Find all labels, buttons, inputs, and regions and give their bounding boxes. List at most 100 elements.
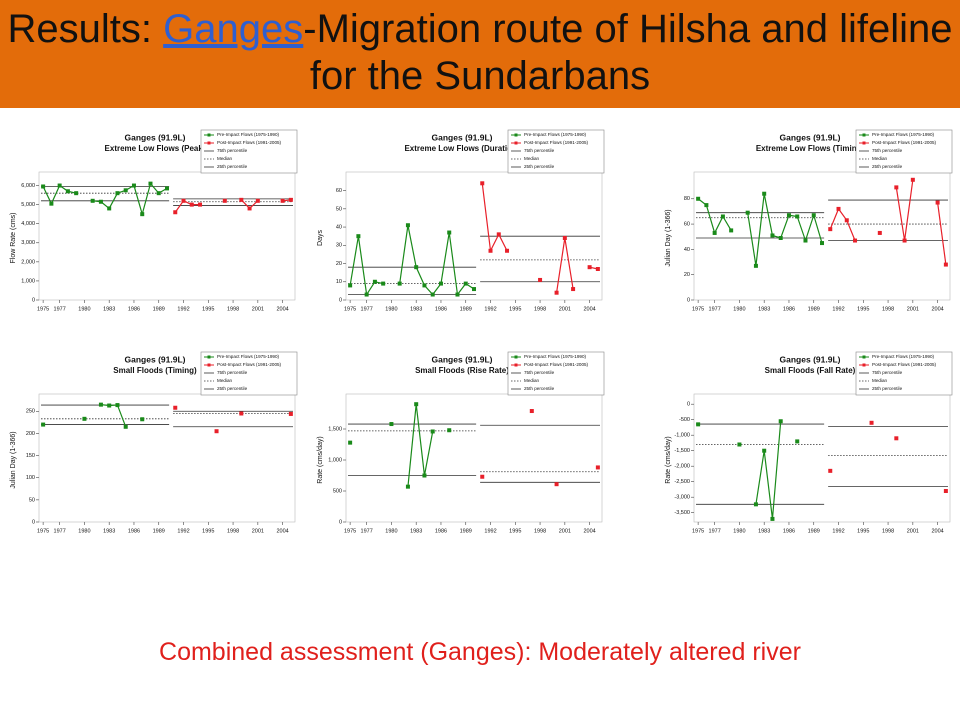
- legend-label: Pre-Impact Flows (1975-1990): [524, 132, 587, 137]
- legend-label: 25th percentile: [524, 386, 555, 391]
- data-point: [422, 473, 427, 478]
- data-point: [173, 210, 178, 215]
- y-axis-label: Rate (cms/day): [317, 436, 324, 483]
- y-tick-label: 4,000: [21, 221, 35, 227]
- chart: Ganges (91.9L) Extreme Low Flows (Timing)…: [665, 129, 953, 312]
- data-point: [414, 265, 419, 270]
- legend-label: Pre-Impact Flows (1975-1990): [217, 354, 280, 359]
- data-point: [853, 238, 858, 243]
- chart: Ganges (91.9L) Extreme Low Flows (Peak) Fl…: [10, 129, 298, 312]
- legend-label: Median: [217, 378, 233, 383]
- plot-frame: [345, 393, 603, 523]
- legend-box: [855, 351, 953, 396]
- y-tick-label: 60: [336, 188, 342, 194]
- data-point: [894, 185, 899, 190]
- data-point: [762, 191, 767, 196]
- series-line: [174, 200, 201, 213]
- chart-subtitle: Extreme Low Flows (Peak): [105, 144, 206, 153]
- data-point: [877, 230, 882, 235]
- series-line: [407, 404, 434, 487]
- legend-swatch: [862, 141, 866, 145]
- chart-title: Ganges (91.9L): [780, 132, 841, 142]
- data-point: [935, 200, 940, 205]
- x-tick-label: 1983: [758, 306, 770, 312]
- data-point: [696, 422, 701, 427]
- series-line: [399, 225, 475, 297]
- y-tick-label: 150: [26, 453, 35, 459]
- chart-title: Ganges (91.9L): [125, 132, 186, 142]
- series-line: [481, 183, 508, 253]
- y-tick-label: 0: [687, 402, 690, 408]
- data-point: [74, 191, 79, 196]
- plot-frame: [693, 171, 951, 301]
- legend-label: 75th percentile: [524, 370, 555, 375]
- data-point: [397, 281, 402, 286]
- legend-label: Post-Impact Flows (1991-2005): [524, 140, 589, 145]
- y-tick-label: 250: [26, 409, 35, 415]
- x-tick-label: 1989: [153, 528, 165, 534]
- data-point: [488, 248, 493, 253]
- data-point: [828, 468, 833, 473]
- data-point: [943, 262, 948, 267]
- title-text: -Migration route of Hilsha and lifeline …: [303, 7, 953, 98]
- legend-swatch: [514, 133, 518, 137]
- y-tick-label: -2,500: [674, 479, 690, 485]
- legend-swatch: [514, 363, 518, 367]
- series-line: [697, 198, 732, 235]
- x-tick-label: 1986: [783, 528, 795, 534]
- series-line: [349, 236, 384, 297]
- x-tick-label: 1975: [37, 306, 49, 312]
- y-tick-label: 0: [339, 297, 342, 303]
- x-tick-label: 1992: [484, 306, 496, 312]
- x-tick-label: 1983: [758, 528, 770, 534]
- data-point: [480, 181, 485, 186]
- series-line: [747, 193, 823, 266]
- data-point: [538, 277, 543, 282]
- series-line: [100, 404, 127, 427]
- y-axis-label: Julian Day (1-366): [665, 209, 672, 266]
- data-point: [430, 429, 435, 434]
- data-point: [795, 439, 800, 444]
- y-tick-label: 0: [339, 519, 342, 525]
- data-point: [455, 292, 460, 297]
- legend-label: 75th percentile: [872, 370, 903, 375]
- legend-label: 75th percentile: [217, 370, 248, 375]
- legend-swatch: [862, 363, 866, 367]
- y-tick-label: 2,000: [21, 259, 35, 265]
- x-tick-label: 1989: [153, 306, 165, 312]
- data-point: [107, 206, 112, 211]
- data-point: [255, 198, 260, 203]
- legend-swatch: [862, 133, 866, 137]
- footer-text: Combined assessment (Ganges): Moderately…: [159, 638, 801, 666]
- data-point: [288, 411, 293, 416]
- y-tick-label: -3,500: [674, 510, 690, 516]
- y-tick-label: 0: [32, 519, 35, 525]
- data-point: [463, 281, 468, 286]
- data-point: [222, 198, 227, 203]
- x-tick-label: 1989: [808, 528, 820, 534]
- data-point: [803, 238, 808, 243]
- slide-title: Results: Ganges-Migration route of Hilsh…: [0, 0, 960, 100]
- legend-swatch: [207, 355, 211, 359]
- y-tick-label: 30: [336, 243, 342, 249]
- data-point: [140, 417, 145, 422]
- legend-label: Median: [524, 378, 540, 383]
- legend-label: 25th percentile: [217, 386, 248, 391]
- legend-label: Post-Impact Flows (1991-2005): [524, 362, 589, 367]
- data-point: [173, 405, 178, 410]
- x-tick-label: 2004: [583, 306, 595, 312]
- chart: Ganges (91.9L) Small Floods (Rise Rate) Ra…: [317, 351, 605, 534]
- legend-swatch: [207, 141, 211, 145]
- x-tick-label: 1983: [103, 306, 115, 312]
- title-link[interactable]: Ganges: [163, 7, 304, 51]
- y-tick-label: 5,000: [21, 202, 35, 208]
- data-point: [438, 281, 443, 286]
- x-tick-label: 1995: [202, 306, 214, 312]
- data-point: [587, 265, 592, 270]
- x-tick-label: 1998: [227, 528, 239, 534]
- data-point: [778, 419, 783, 424]
- legend-swatch: [514, 141, 518, 145]
- x-tick-label: 1980: [78, 528, 90, 534]
- data-point: [65, 189, 70, 194]
- data-point: [414, 402, 419, 407]
